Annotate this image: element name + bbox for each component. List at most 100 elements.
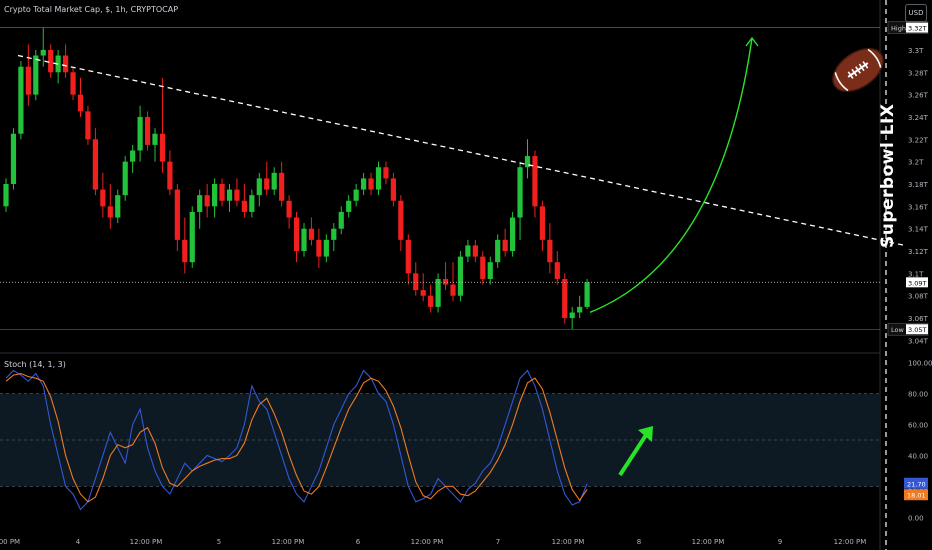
price-tick-label: 3.08T: [908, 293, 929, 301]
candle-body: [517, 167, 523, 218]
candle-body: [323, 239, 329, 257]
candle-body: [308, 228, 315, 240]
candle-body: [25, 66, 31, 95]
resistance-trendline: [17, 54, 906, 247]
football-stripe: [867, 48, 882, 68]
candle-body: [361, 178, 367, 190]
football-stripe: [834, 72, 849, 92]
currency-button[interactable]: USD: [905, 4, 927, 22]
high-label: High: [891, 25, 906, 33]
candle-body: [457, 256, 464, 296]
candle-body: [450, 284, 456, 296]
candle-body: [55, 55, 61, 73]
candle-body: [70, 72, 76, 95]
d-value-box: [904, 489, 928, 501]
time-tick-label: 5: [217, 538, 221, 546]
candle-body: [77, 94, 84, 112]
candle-body: [413, 273, 419, 291]
time-tick-label: 4: [76, 538, 81, 546]
candle-body: [301, 228, 307, 252]
candle-body: [547, 239, 553, 263]
price-tick-label: 3.26T: [908, 92, 929, 100]
chart-title: Crypto Total Market Cap, $, 1h, CRYPTOCA…: [4, 5, 179, 14]
candle-body: [63, 55, 69, 73]
candle-body: [368, 178, 374, 190]
candle-body: [353, 189, 359, 201]
price-tick-label: 3.06T: [908, 315, 929, 323]
candle-body: [502, 239, 508, 252]
candle-body: [197, 195, 203, 212]
stoch-tick-label: 0.00: [908, 514, 924, 522]
candle-body: [435, 278, 441, 307]
low-value: 3.05T: [908, 326, 926, 334]
candle-body: [346, 200, 352, 212]
time-tick-label: 8: [637, 538, 641, 546]
stoch-arrowhead: [638, 426, 653, 442]
candle-body: [316, 239, 322, 257]
price-tick-label: 3.12T: [908, 248, 929, 256]
stochastic-pane: [0, 369, 880, 511]
candle-body: [92, 139, 98, 190]
candle-body: [584, 282, 590, 307]
candle-body: [182, 239, 188, 263]
price-tick-label: 3.04T: [908, 337, 929, 345]
candle-body: [107, 206, 113, 218]
candle-body: [331, 228, 337, 240]
candle-body: [390, 178, 396, 201]
candle-body: [442, 278, 449, 285]
price-tick-label: 3.24T: [908, 114, 929, 122]
price-tick-label: 3.16T: [908, 203, 929, 211]
candle-body: [152, 133, 158, 145]
candle-body: [234, 189, 240, 201]
candle-body: [122, 161, 128, 196]
price-tick-label: 3.28T: [908, 69, 929, 77]
time-tick-label: 12:00 PM: [272, 538, 305, 546]
candle-body: [219, 184, 225, 201]
stoch-arrow-shaft: [618, 430, 650, 477]
candle-body: [569, 312, 575, 319]
stoch-tick-label: 40.00: [908, 452, 928, 460]
candle-body: [115, 195, 121, 218]
candle-body: [465, 245, 471, 257]
last-price-box: [906, 277, 928, 288]
high-value: 3.32T: [908, 25, 926, 33]
annotations: Superbowl LIX: [589, 0, 898, 550]
price-tick-label: 3.18T: [908, 181, 929, 189]
d-value: 18.01: [907, 492, 926, 500]
candle-body: [212, 184, 218, 207]
football-stitch: [851, 68, 858, 77]
candle-body: [554, 262, 560, 279]
football-stitch: [855, 66, 861, 74]
high-value-box: [906, 22, 928, 33]
candle-body: [279, 172, 285, 201]
candle-body: [40, 49, 46, 56]
price-tick-label: 3.22T: [908, 136, 929, 144]
candle-body: [226, 189, 233, 201]
stoch-k-line: [5, 369, 588, 511]
football-stitch: [858, 63, 865, 72]
time-tick-label: 12:00 PM: [692, 538, 725, 546]
superbowl-label: Superbowl LIX: [878, 104, 898, 249]
k-value: 21.70: [907, 481, 926, 489]
candle-body: [398, 200, 404, 240]
candle-body: [33, 55, 39, 95]
candle-body: [144, 116, 151, 145]
candle-body: [293, 217, 300, 252]
candle-body: [249, 195, 255, 212]
candle-body: [264, 178, 270, 190]
candle-body: [85, 111, 91, 140]
time-tick-label: 7: [496, 538, 500, 546]
candle-body: [472, 245, 478, 257]
time-tick-label: 12:00 PM: [411, 538, 444, 546]
candle-body: [204, 195, 210, 207]
candle-body: [480, 256, 486, 279]
candle-body: [420, 290, 426, 296]
low-label: Low: [891, 326, 904, 334]
time-tick-label: 6: [356, 538, 361, 546]
indicator-title: Stoch (14, 1, 3): [4, 360, 66, 369]
price-tick-label: 3.3T: [908, 47, 924, 55]
football-stitch: [847, 71, 854, 79]
axes: 3.3T 3.28T 3.26T 3.24T 3.22T 3.2T 3.18T 3.16T 3.…: [0, 21, 932, 546]
price-overlays: [0, 27, 906, 330]
